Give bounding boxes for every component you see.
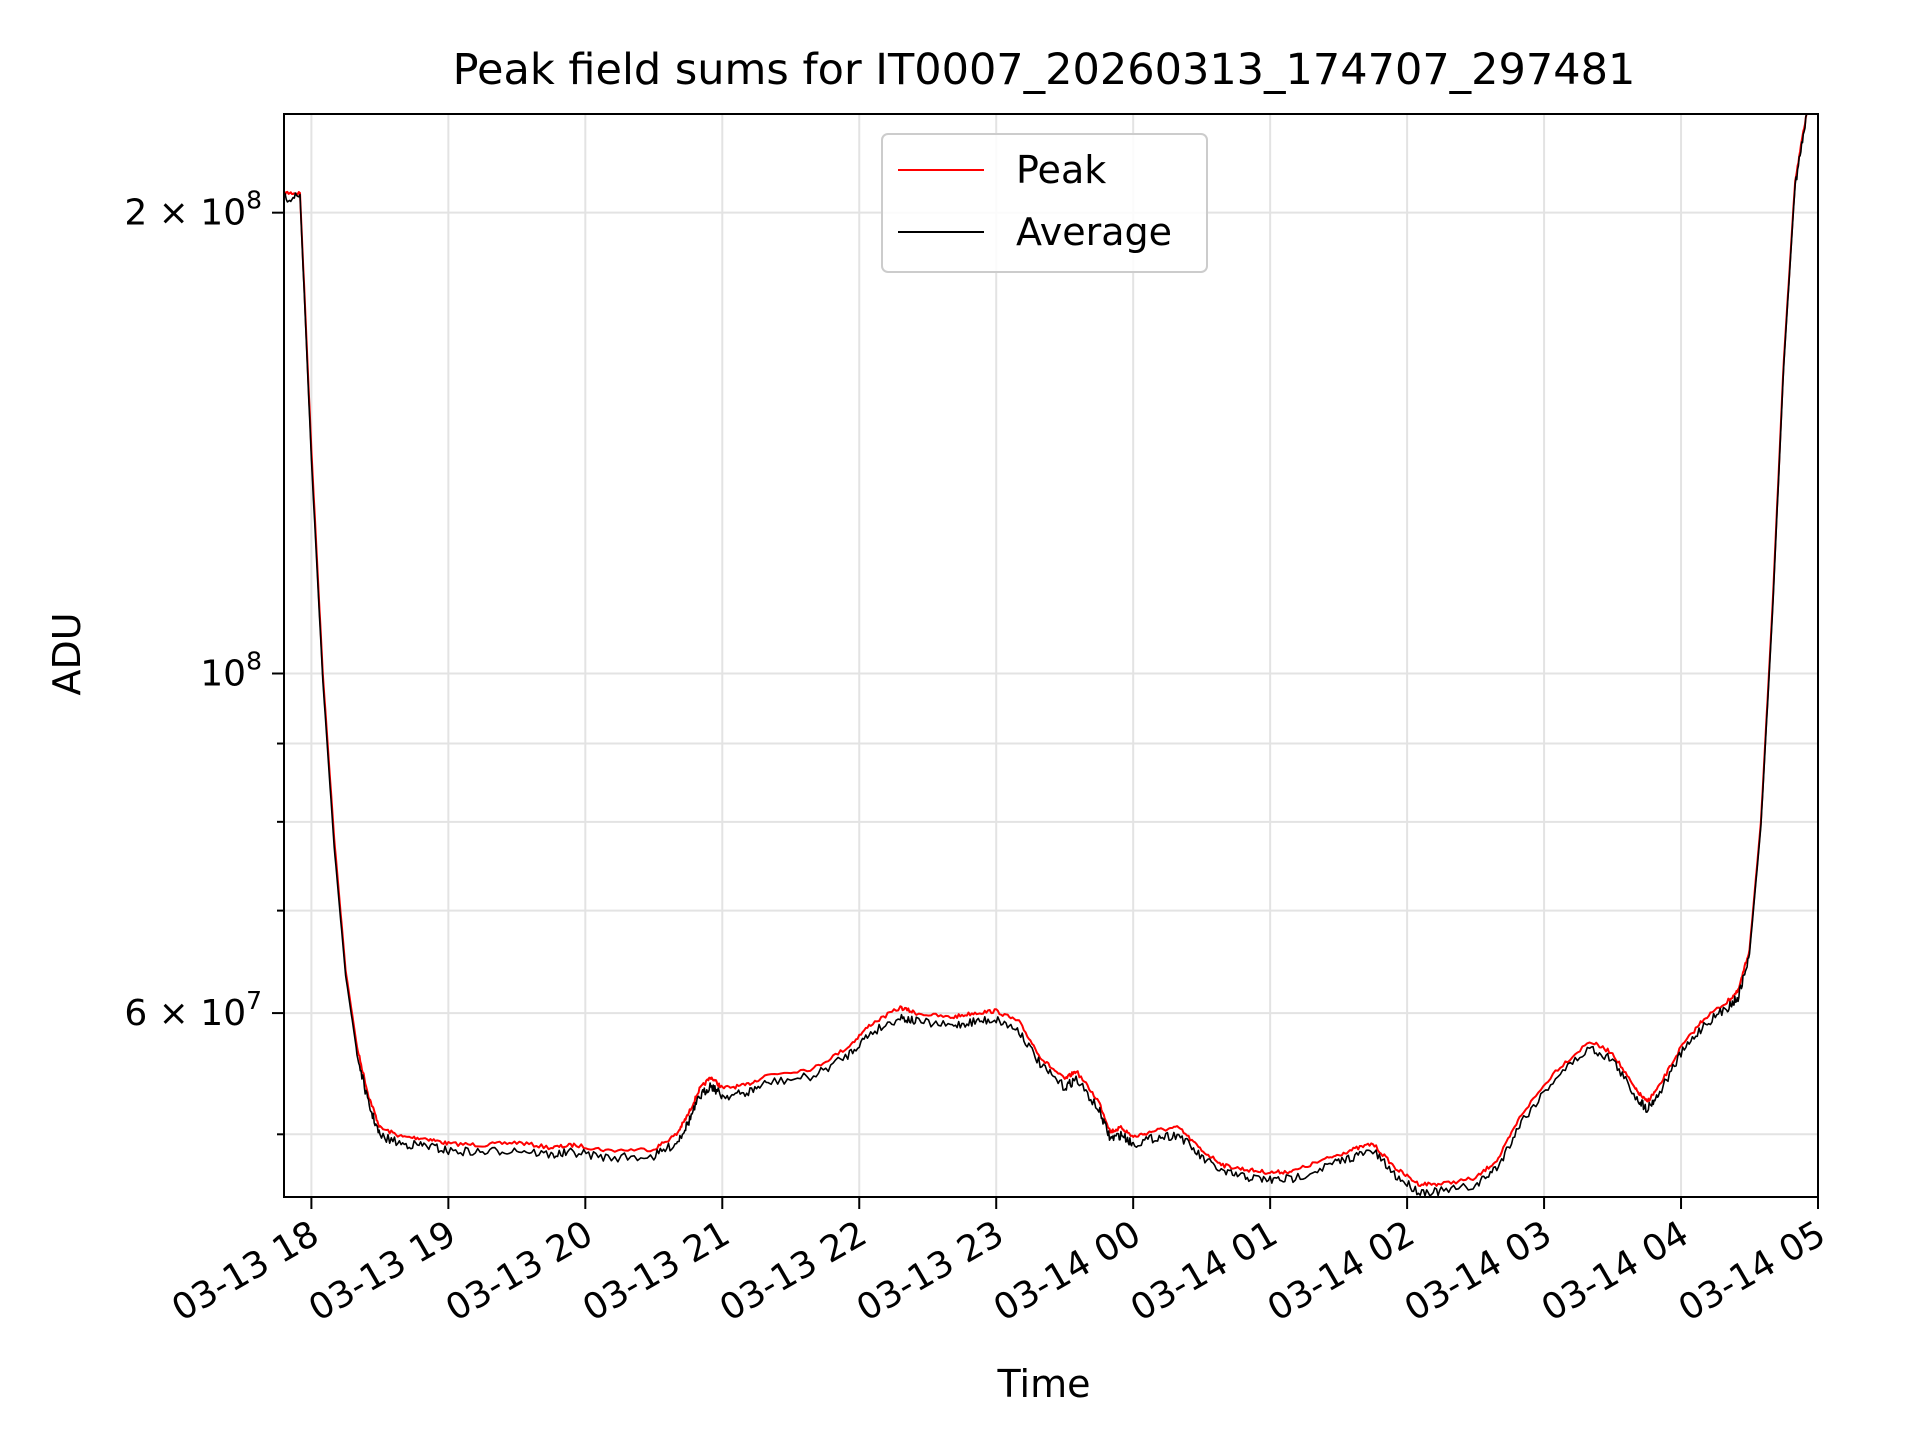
chart-title: Peak field sums for IT0007_20260313_1747…: [453, 45, 1636, 95]
x-axis-label: Time: [997, 1362, 1091, 1406]
legend-box: [881, 133, 1208, 273]
legend-label-average: Average: [1016, 210, 1172, 254]
series-line-peak: [284, 114, 1808, 1187]
y-axis: 2 × 108 108 6 × 107: [124, 186, 284, 1136]
series-line-average: [284, 114, 1808, 1197]
y-tick-label: 6 × 107: [124, 986, 262, 1034]
plot-frame: [283, 113, 1819, 1198]
legend-label-peak: Peak: [1016, 148, 1106, 192]
legend: Peak Average: [881, 133, 1208, 273]
y-tick-label: 2 × 108: [124, 186, 262, 234]
y-axis-label: ADU: [45, 612, 89, 695]
series-lines: [284, 114, 1808, 1197]
y-tick-label: 108: [200, 646, 262, 694]
